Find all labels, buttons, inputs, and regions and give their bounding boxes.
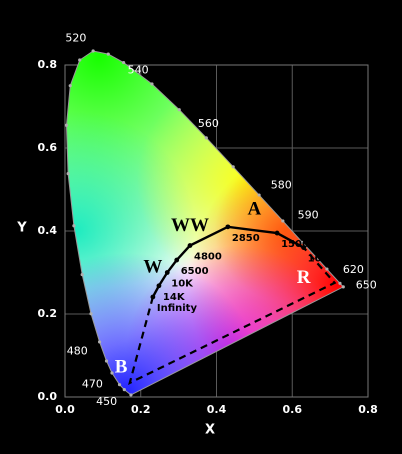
planckian-point [150,294,156,300]
temperature-label: 6500 [181,266,209,277]
wavelength-label: 560 [198,117,219,130]
planckian-point [164,270,170,275]
x-tick-label: 0.4 [207,403,227,416]
planckian-point [225,224,231,230]
x-axis-label: X [205,423,215,438]
locus-point [72,224,76,228]
annotation: W [143,257,162,278]
locus-point [150,82,154,86]
wavelength-label: 590 [298,209,319,222]
planckian-point [274,230,280,236]
locus-point [97,340,102,344]
gamut-edge [128,246,337,385]
planckian-point [174,257,180,263]
y-tick-label: 0.4 [38,224,58,237]
annotation: WW [171,215,209,236]
locus-point [66,171,70,176]
locus-point [204,136,208,140]
y-axis-label: Y [16,221,27,236]
plot-frame [64,64,369,398]
wavelength-label: 520 [65,31,86,44]
locus-point [300,240,305,245]
locus-point [129,393,133,397]
locus-point [68,84,72,88]
locus-point [121,60,126,65]
wavelength-label: 650 [356,278,377,291]
wavelength-label: 480 [67,344,88,357]
temperature-label: Infinity [157,303,198,314]
planckian-point [301,245,307,251]
x-tick-label: 0.2 [131,403,151,416]
y-tick-label: 0.0 [38,390,58,403]
y-tick-label: 0.6 [38,141,58,154]
locus-point [281,219,285,223]
wavelength-label: 540 [128,63,149,76]
wavelength-label: 470 [82,378,103,391]
temperature-label: 1500 [281,239,309,250]
annotation: R [297,267,311,288]
annotation: A [248,199,262,220]
temperature-label: 14K [163,292,186,303]
y-tick-label: 0.2 [38,307,58,320]
annotation: B [115,356,128,377]
locus-point [110,371,114,375]
planckian-point [187,243,193,248]
locus-point [91,49,95,53]
wavelength-label: 580 [271,178,292,191]
y-tick-label: 0.8 [38,58,58,71]
x-tick-label: 0.8 [358,403,378,416]
locus-point [122,388,126,392]
locus-point [117,383,122,387]
temperature-label: 4800 [194,252,222,263]
x-tick-label: 0.0 [55,403,75,416]
locus-point [64,123,69,127]
locus-point [80,272,84,277]
locus-point [341,285,345,289]
wavelength-label: 450 [96,395,117,408]
locus-point [231,165,235,169]
locus-point [78,58,82,62]
x-tick-label: 0.6 [283,403,303,416]
temperature-label: 1000 [308,254,336,265]
locus-point [257,193,261,197]
locus-point [104,359,109,363]
planckian-point [156,283,162,289]
locus-point [338,281,342,285]
locus-point [89,312,93,316]
locus-point [106,52,110,56]
locus-point [325,267,329,271]
planckian-locus [151,225,305,298]
temperature-label: 10K [171,279,194,290]
wavelength-label: 620 [343,263,364,276]
locus-point [177,108,181,112]
temperature-label: 2850 [232,233,260,244]
